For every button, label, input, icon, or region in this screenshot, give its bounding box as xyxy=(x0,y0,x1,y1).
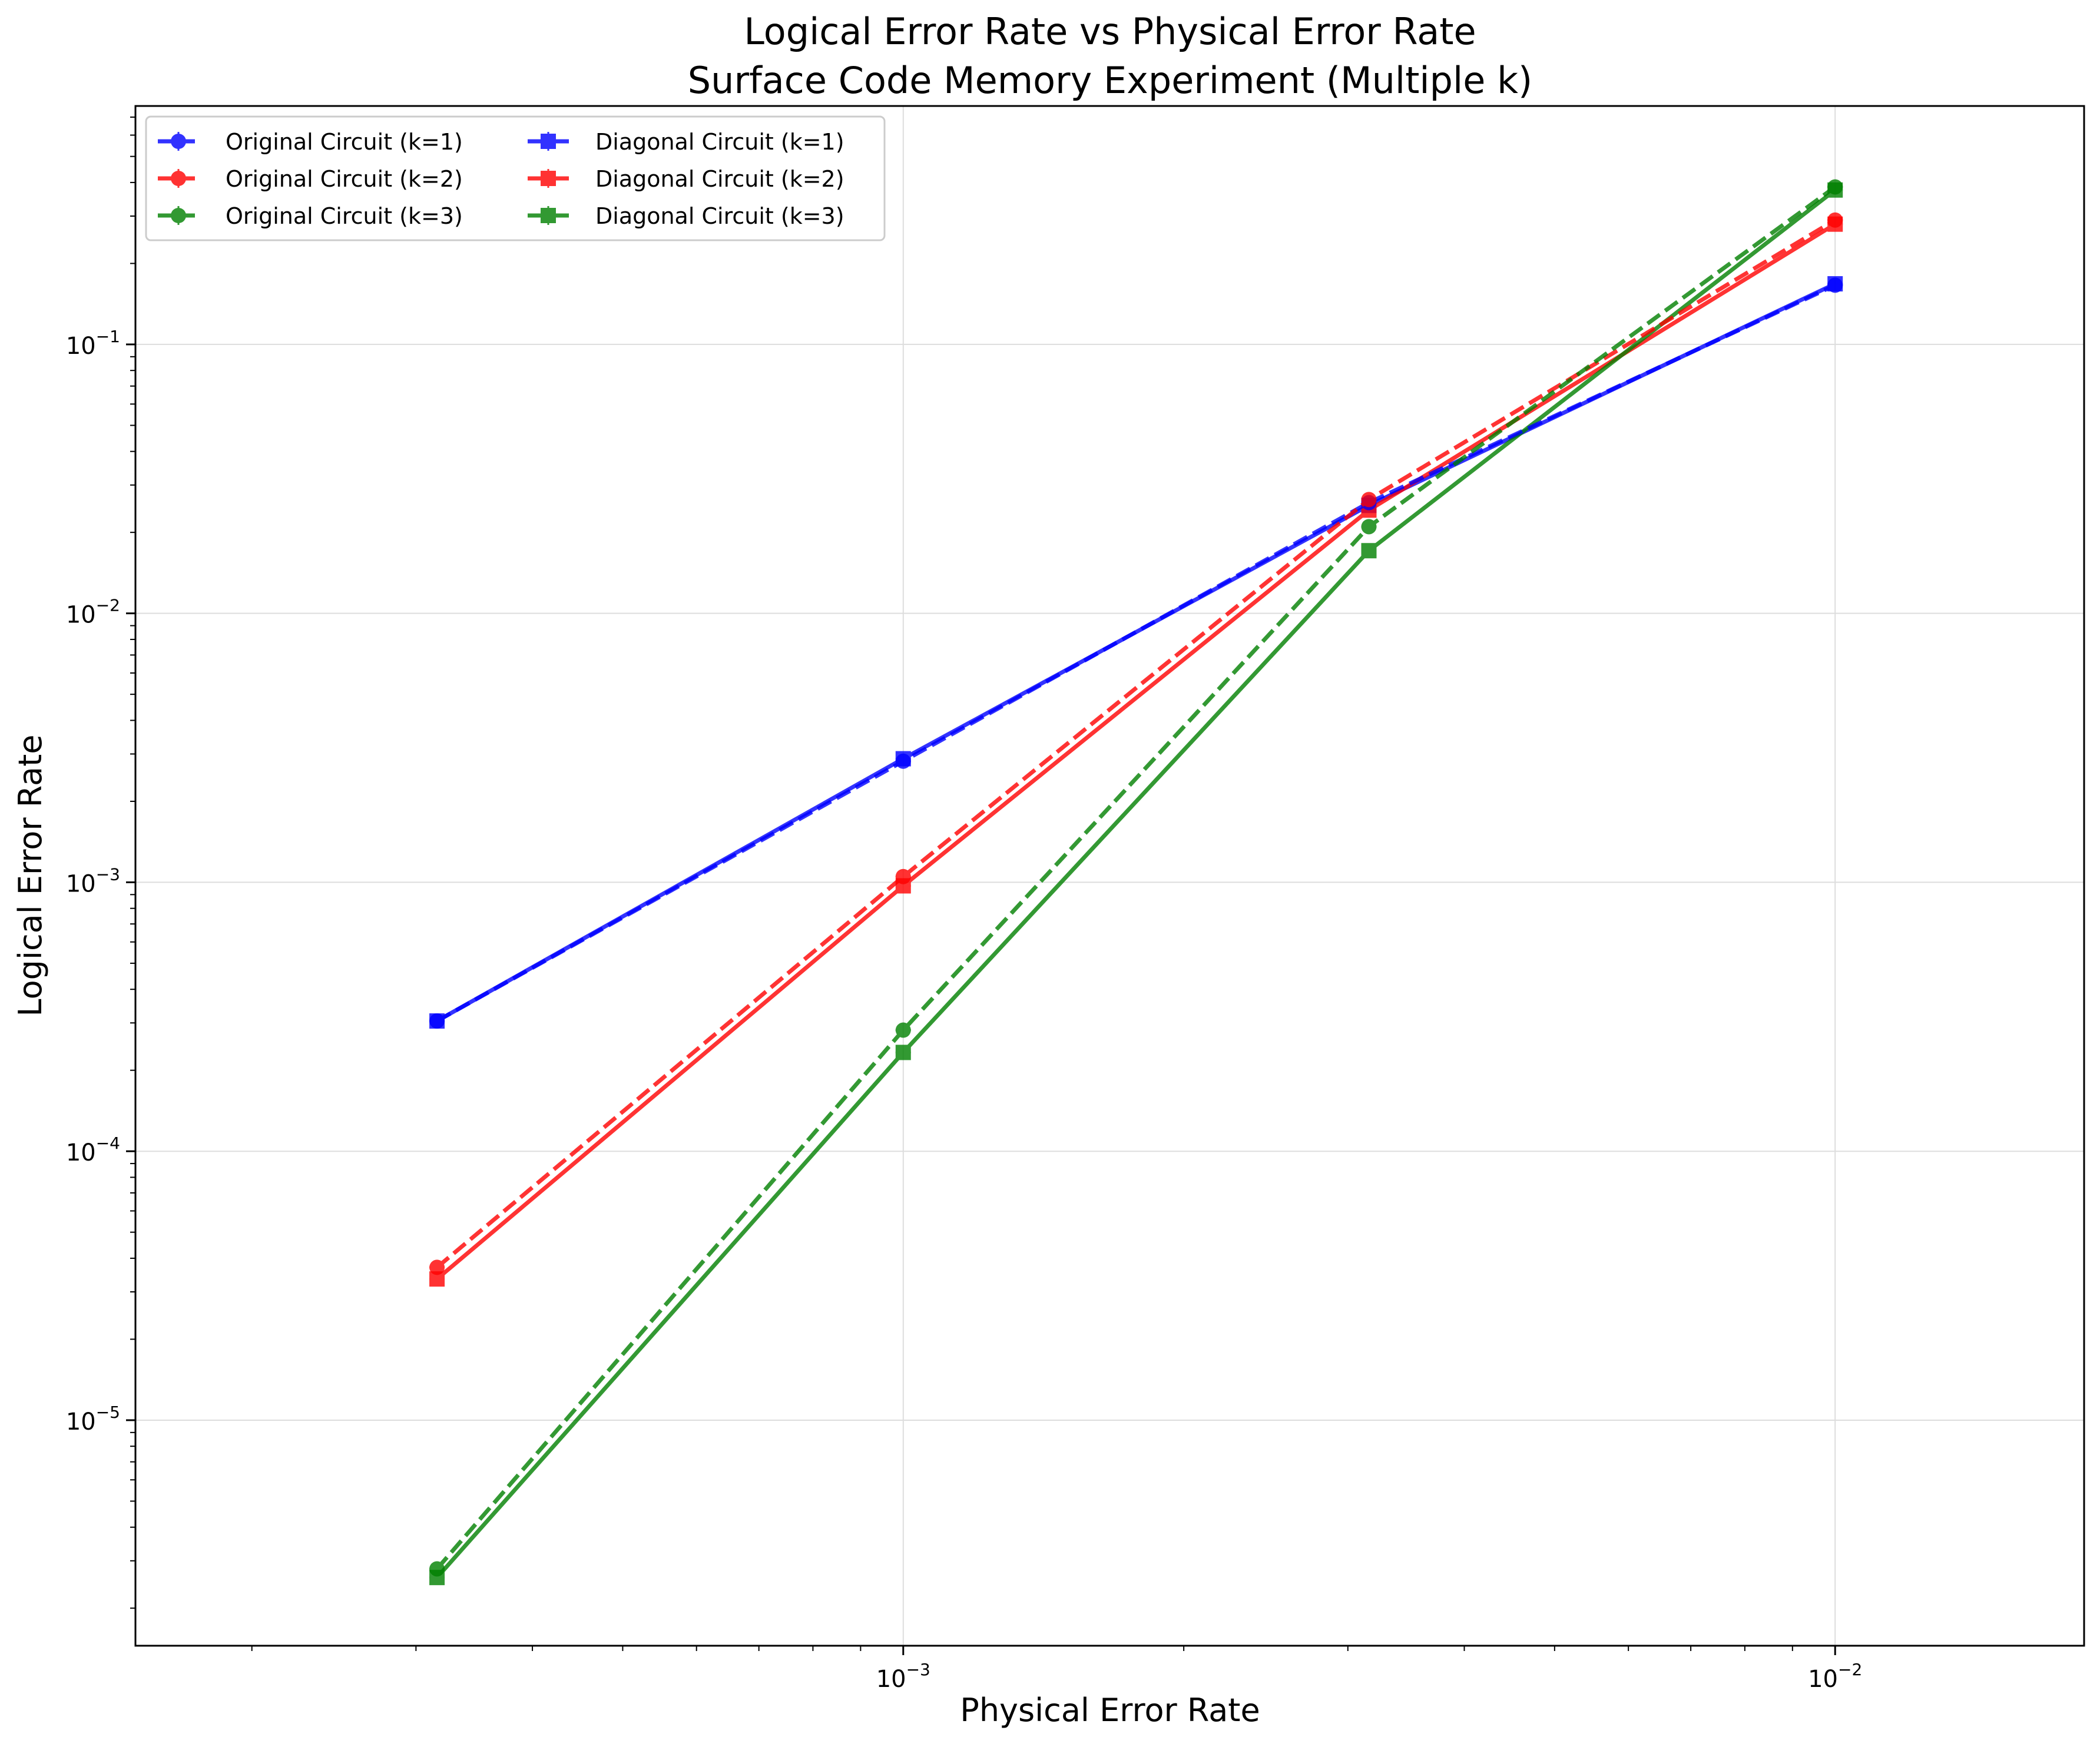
y-axis-ticks: 10−5 10−4 10−3 10−2 10−1 xyxy=(66,116,135,1609)
data-point xyxy=(1827,179,1843,195)
data-point xyxy=(429,1259,445,1275)
series-3 xyxy=(429,179,1843,1577)
legend-marker xyxy=(541,134,556,149)
legend-label: Original Circuit (k=3) xyxy=(226,203,463,229)
series-line xyxy=(435,188,1837,1579)
chart-title: Logical Error Rate vs Physical Error Rat… xyxy=(744,10,1476,53)
legend-label: Original Circuit (k=2) xyxy=(226,166,463,192)
legend-item xyxy=(158,206,199,225)
legend-item xyxy=(528,169,569,188)
legend-marker xyxy=(171,134,186,149)
data-point xyxy=(895,868,911,884)
data-point xyxy=(895,1022,911,1038)
legend-item xyxy=(528,206,569,225)
y-axis-label: Logical Error Rate xyxy=(12,734,49,1016)
series-line xyxy=(435,222,1837,1281)
legend-marker xyxy=(541,171,556,186)
x-axis-ticks: 10−3 10−2 xyxy=(251,1646,1862,1693)
legend-label: Diagonal Circuit (k=2) xyxy=(595,166,844,192)
x-tick-label: 10−2 xyxy=(1808,1660,1862,1693)
data-point xyxy=(895,1045,911,1060)
legend-label: Diagonal Circuit (k=3) xyxy=(595,203,844,229)
legend-item xyxy=(158,169,199,188)
y-tick-label: 10−2 xyxy=(66,596,120,629)
grid-lines xyxy=(135,106,2084,1646)
legend-marker xyxy=(171,171,186,186)
legend-label: Diagonal Circuit (k=1) xyxy=(595,129,844,155)
series-line xyxy=(435,218,1837,1269)
legend-item xyxy=(158,132,199,151)
legend-item xyxy=(528,132,569,151)
data-point xyxy=(429,1013,445,1029)
data-point xyxy=(1827,212,1843,228)
series-line xyxy=(436,283,1836,1023)
legend-marker xyxy=(171,208,186,223)
y-tick-label: 10−5 xyxy=(66,1403,120,1436)
legend-label: Original Circuit (k=1) xyxy=(226,129,463,155)
plot-frame xyxy=(134,105,2085,1647)
y-tick-label: 10−1 xyxy=(66,327,120,360)
data-point xyxy=(1361,519,1377,535)
y-tick-label: 10−4 xyxy=(66,1133,120,1166)
legend-marker xyxy=(541,208,556,223)
y-tick-label: 10−3 xyxy=(66,864,120,897)
data-point xyxy=(1361,492,1377,508)
series-line xyxy=(435,185,1837,1570)
data-point xyxy=(1361,543,1377,559)
x-tick-label: 10−3 xyxy=(876,1660,930,1693)
data-point xyxy=(1827,277,1843,293)
x-axis-label: Physical Error Rate xyxy=(960,1692,1260,1729)
legend: Original Circuit (k=1) Original Circuit (… xyxy=(145,115,886,241)
legend-frame xyxy=(145,115,886,241)
series-2 xyxy=(429,212,1843,1275)
data-point xyxy=(429,1561,445,1577)
data-point xyxy=(895,753,911,769)
chart-subtitle: Surface Code Memory Experiment (Multiple… xyxy=(688,59,1532,102)
series-layer xyxy=(429,179,1843,1586)
